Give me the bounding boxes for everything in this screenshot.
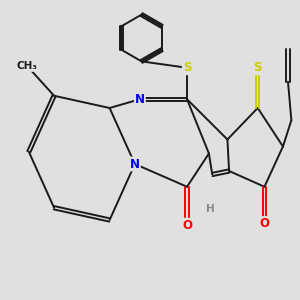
Text: N: N [135,93,145,106]
Text: S: S [183,61,191,74]
Text: N: N [130,158,140,170]
Text: S: S [254,61,262,74]
Text: CH₃: CH₃ [16,61,38,71]
Text: O: O [182,219,192,232]
Text: O: O [260,217,269,230]
Text: H: H [206,204,215,214]
